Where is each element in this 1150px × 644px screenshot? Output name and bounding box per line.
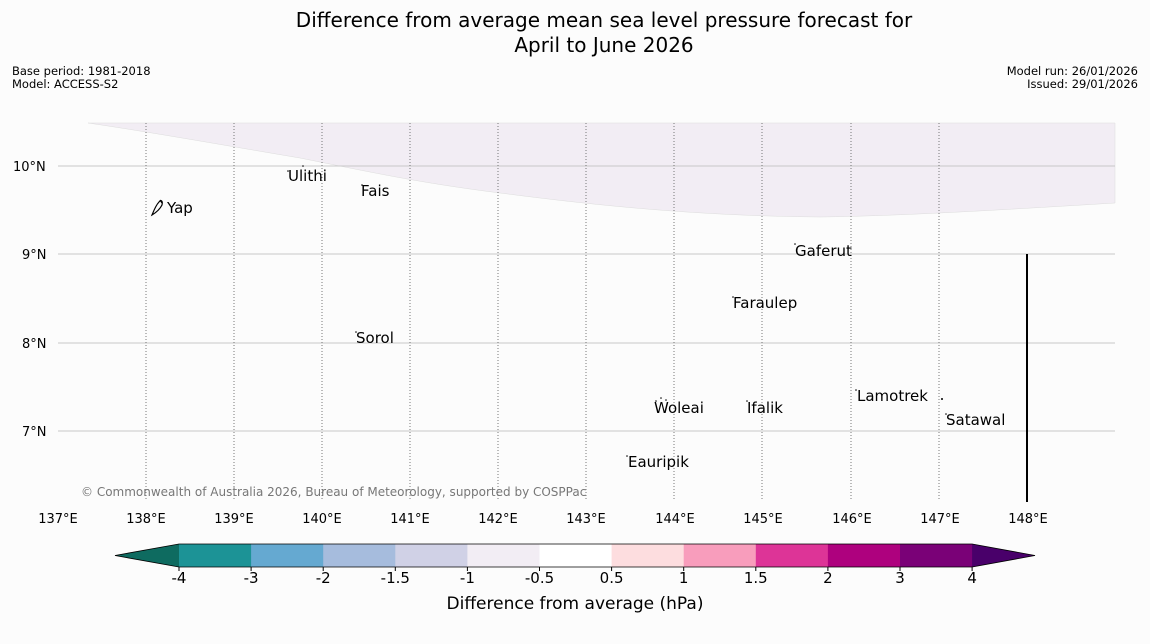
lamotrek-marker	[855, 389, 857, 391]
colorbar-tick-label-5: -0.5	[525, 569, 554, 587]
chart-title: Difference from average mean sea level p…	[0, 8, 1150, 58]
fais-marker	[361, 184, 363, 186]
place-label-satawal: Satawal	[946, 411, 1005, 429]
colorbar-tick-label-2: -2	[316, 569, 331, 587]
colorbar-tick-label-8: 1.5	[744, 569, 768, 587]
longitude-labels: 137°E 138°E 139°E 140°E 141°E 142°E 143°…	[38, 512, 1048, 527]
colorbar-box-2	[323, 544, 396, 567]
place-label-faraulep: Faraulep	[733, 294, 797, 312]
place-label-gaferut: Gaferut	[795, 242, 852, 260]
colorbar-label: Difference from average (hPa)	[447, 594, 704, 614]
colorbar-box-0	[179, 544, 252, 567]
colorbar-box-1	[251, 544, 324, 567]
woleai-marker-2	[660, 397, 662, 399]
place-label-lamotrek: Lamotrek	[857, 387, 928, 405]
colorbar-tick-label-9: 2	[823, 569, 833, 587]
woleai-marker-3	[665, 399, 667, 401]
lon-label-146e: 146°E	[832, 512, 872, 527]
lat-label-8n: 8°N	[22, 337, 47, 352]
anomaly-shaded-region	[87, 122, 1116, 218]
colorbar-tick-label-11: 4	[967, 569, 977, 587]
copyright-text: © Commonwealth of Australia 2026, Bureau…	[81, 485, 586, 499]
base-period-text: Base period: 1981-2018	[12, 64, 151, 78]
colorbar-box-8	[755, 544, 829, 567]
lon-label-139e: 139°E	[214, 512, 254, 527]
model-run-text: Model run: 26/01/2026	[1006, 64, 1138, 78]
lon-label-138e: 138°E	[126, 512, 166, 527]
place-label-ulithi: Ulithi	[288, 167, 327, 185]
metadata-left: Base period: 1981-2018 Model: ACCESS-S2	[12, 65, 151, 91]
place-label-yap: Yap	[166, 199, 193, 217]
sorol-marker	[355, 331, 357, 333]
metadata-right: Model run: 26/01/2026 Issued: 29/01/2026	[1007, 65, 1138, 91]
ulithi-marker-2	[302, 165, 304, 167]
lon-label-144e: 144°E	[655, 512, 695, 527]
issued-text: Issued: 29/01/2026	[1027, 77, 1138, 91]
lon-label-147e: 147°E	[920, 512, 960, 527]
place-label-eauripik: Eauripik	[628, 453, 689, 471]
lon-label-142e: 142°E	[478, 512, 518, 527]
eauripik-marker	[626, 455, 628, 457]
ulithi-marker	[287, 170, 289, 172]
model-text: Model: ACCESS-S2	[12, 77, 119, 91]
colorbar-tick-label-0: -4	[172, 569, 187, 587]
place-label-sorol: Sorol	[356, 329, 394, 347]
colorbar-tick-label-6: 0.5	[600, 569, 624, 587]
yap-island-outline	[150, 199, 163, 217]
colorbar-tick-label-4: -1	[460, 569, 475, 587]
colorbar-box-5	[539, 544, 613, 567]
ifalik-marker	[746, 400, 748, 402]
colorbar-extend-low	[115, 544, 179, 567]
lat-label-9n: 9°N	[22, 248, 47, 263]
colorbar-extend-high	[972, 544, 1035, 567]
woleai-marker	[655, 400, 657, 402]
satawal-marker	[945, 413, 947, 415]
colorbar-tick-label-10: 3	[895, 569, 905, 587]
colorbar-tick-label-3: -1.5	[381, 569, 410, 587]
lon-label-137e: 137°E	[38, 512, 78, 527]
lat-label-7n: 7°N	[22, 425, 47, 440]
lamotrek-marker-2	[941, 398, 943, 400]
colorbar: -4 -3 -2 -1.5 -1 -0.5 0.5 1 1.5 2 3 4	[114, 543, 1036, 587]
colorbar-box-6	[611, 544, 685, 567]
lon-label-148e: 148°E	[1008, 512, 1048, 527]
title-line-2: April to June 2026	[514, 33, 694, 57]
colorbar-box-3	[395, 544, 468, 567]
gaferut-marker	[794, 243, 796, 245]
lon-label-143e: 143°E	[566, 512, 606, 527]
lon-label-141e: 141°E	[390, 512, 430, 527]
title-line-1: Difference from average mean sea level p…	[295, 8, 913, 32]
place-label-ifalik: Ifalik	[747, 399, 783, 417]
colorbar-box-4	[467, 544, 540, 567]
lon-label-145e: 145°E	[743, 512, 783, 527]
colorbar-box-7	[683, 544, 757, 567]
colorbar-tick-label-1: -3	[244, 569, 259, 587]
place-label-fais: Fais	[361, 182, 390, 200]
island-markers	[287, 165, 947, 457]
faraulep-marker	[732, 296, 734, 298]
lat-label-10n: 10°N	[13, 160, 46, 175]
colorbar-box-9	[827, 544, 901, 567]
lon-label-140e: 140°E	[302, 512, 342, 527]
colorbar-box-10	[900, 544, 973, 567]
colorbar-tick-label-7: 1	[679, 569, 689, 587]
place-label-woleai: Woleai	[654, 399, 704, 417]
